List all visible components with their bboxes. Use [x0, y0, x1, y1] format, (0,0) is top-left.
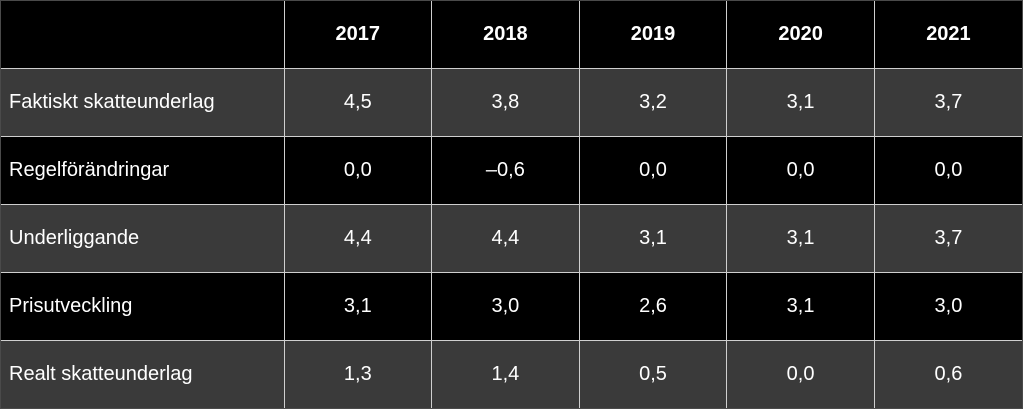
header-year-2019: 2019 — [578, 1, 728, 69]
table-cell: 3,1 — [726, 67, 875, 137]
table-cell: 3,0 — [431, 271, 580, 341]
row-label: Faktiskt skatteunderlag — [1, 67, 285, 137]
table-cell: –0,6 — [431, 135, 580, 205]
table-cell: 0,0 — [726, 135, 875, 205]
table-cell: 3,1 — [726, 271, 875, 341]
table-cell: 4,4 — [431, 203, 580, 273]
table-cell: 0,6 — [873, 339, 1022, 408]
table-row: Prisutveckling 3,1 3,0 2,6 3,1 3,0 — [1, 271, 1022, 341]
table-cell: 0,0 — [283, 135, 433, 205]
header-year-2021: 2021 — [873, 1, 1022, 69]
table-cell: 0,0 — [873, 135, 1022, 205]
table-row: Underliggande 4,4 4,4 3,1 3,1 3,7 — [1, 203, 1022, 273]
table-cell: 0,0 — [578, 135, 728, 205]
table-cell: 3,7 — [873, 67, 1022, 137]
header-row: 2017 2018 2019 2020 2021 — [1, 1, 1022, 69]
header-year-2018: 2018 — [431, 1, 580, 69]
table-cell: 3,8 — [431, 67, 580, 137]
table-row: Faktiskt skatteunderlag 4,5 3,8 3,2 3,1 … — [1, 67, 1022, 137]
row-label: Realt skatteunderlag — [1, 339, 285, 408]
header-year-2020: 2020 — [726, 1, 875, 69]
table-cell: 3,1 — [283, 271, 433, 341]
header-year-2017: 2017 — [283, 1, 433, 69]
table-cell: 0,5 — [578, 339, 728, 408]
table-row: Realt skatteunderlag 1,3 1,4 0,5 0,0 0,6 — [1, 339, 1022, 408]
row-label: Prisutveckling — [1, 271, 285, 341]
table-cell: 3,0 — [873, 271, 1022, 341]
row-label: Underliggande — [1, 203, 285, 273]
table-cell: 3,1 — [726, 203, 875, 273]
table-cell: 1,3 — [283, 339, 433, 408]
table-cell: 3,7 — [873, 203, 1022, 273]
table-cell: 2,6 — [578, 271, 728, 341]
table-cell: 0,0 — [726, 339, 875, 408]
table-row: Regelförändringar 0,0 –0,6 0,0 0,0 0,0 — [1, 135, 1022, 205]
table-cell: 4,5 — [283, 67, 433, 137]
table-cell: 1,4 — [431, 339, 580, 408]
table-cell: 4,4 — [283, 203, 433, 273]
table-cell: 3,2 — [578, 67, 728, 137]
table-cell: 3,1 — [578, 203, 728, 273]
header-label-cell — [1, 1, 285, 69]
row-label: Regelförändringar — [1, 135, 285, 205]
